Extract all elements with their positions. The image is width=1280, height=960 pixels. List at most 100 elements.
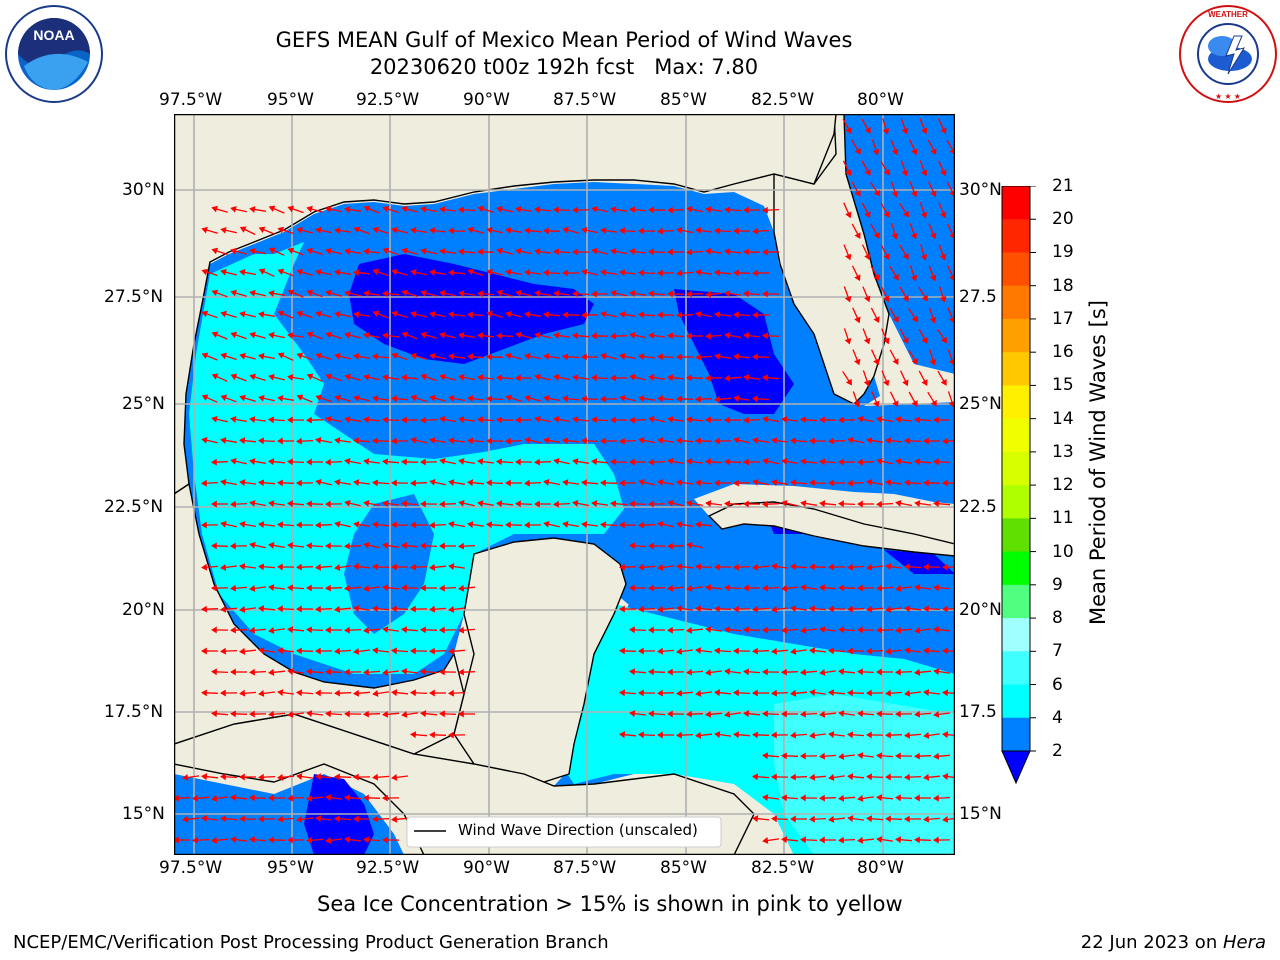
wind-wave-arrowhead: [220, 689, 226, 697]
wind-wave-arrowhead: [467, 353, 474, 361]
wind-wave-arrowhead: [828, 815, 835, 823]
wind-wave-arrowhead: [496, 205, 503, 213]
wind-wave-arrowhead: [695, 731, 702, 739]
wind-wave-arrowhead: [743, 248, 749, 256]
wind-wave-arrowhead: [581, 311, 587, 319]
wind-wave-arrowhead: [866, 563, 873, 571]
wind-wave-arrowhead: [892, 358, 899, 365]
wind-wave-arrowhead: [930, 399, 937, 407]
wind-wave-arrowhead: [239, 352, 246, 360]
wind-wave-arrowhead: [325, 500, 331, 508]
wind-wave-arrowhead: [534, 458, 540, 466]
wind-wave-arrowhead: [429, 478, 436, 486]
wind-wave-arrowhead: [448, 689, 454, 697]
wind-wave-arrowhead: [686, 248, 693, 256]
wind-wave-arrowhead: [781, 836, 788, 844]
wind-wave-arrowhead: [315, 478, 322, 486]
wind-wave-arrowhead: [854, 274, 861, 282]
wind-wave-arrowhead: [448, 227, 454, 235]
wind-wave-arrowhead: [201, 605, 207, 613]
wind-wave-arrowhead: [854, 316, 861, 324]
wind-wave-arrowhead: [864, 211, 871, 218]
wind-wave-arrowhead: [420, 542, 426, 550]
wind-wave-arrowhead: [828, 605, 834, 613]
wind-wave-arrowhead: [344, 584, 351, 592]
wind-wave-arrowhead: [885, 437, 892, 445]
wind-wave-arrowhead: [914, 794, 920, 802]
wind-wave-arrowhead: [439, 331, 446, 339]
wind-wave-arrowhead: [800, 416, 807, 424]
wind-wave-arrowhead: [828, 479, 834, 487]
wind-wave-arrowhead: [695, 647, 702, 655]
lon-label-bottom: 85°W: [660, 858, 707, 878]
wind-wave-arrowhead: [420, 584, 426, 592]
wind-wave-arrowhead: [543, 395, 550, 402]
wind-wave-arrowhead: [534, 248, 541, 255]
wind-wave-arrowhead: [572, 206, 578, 214]
wind-wave-arrowhead: [211, 836, 218, 844]
wind-wave-arrowhead: [752, 478, 759, 486]
wind-wave-arrowhead: [372, 815, 378, 823]
wind-wave-arrowhead: [911, 148, 918, 156]
wind-wave-arrowhead: [372, 268, 380, 276]
wind-wave-arrowhead: [562, 521, 569, 528]
wind-wave-arrowhead: [486, 226, 493, 234]
wind-wave-arrowhead: [667, 626, 673, 634]
wind-wave-arrowhead: [695, 269, 702, 276]
wind-wave-arrowhead: [477, 248, 483, 256]
wind-wave-arrowhead: [942, 479, 948, 487]
wind-wave-arrowhead: [752, 353, 758, 361]
wind-wave-arrowhead: [296, 647, 302, 655]
wind-wave-arrowhead: [629, 710, 636, 718]
wind-wave-arrowhead: [610, 289, 617, 297]
wind-wave-arrowhead: [344, 836, 351, 844]
wind-wave-arrowhead: [930, 190, 937, 198]
wind-wave-arrowhead: [401, 374, 408, 382]
wind-wave-arrowhead: [211, 205, 218, 213]
lat-label-right: 22.5: [959, 497, 997, 517]
wind-wave-arrowhead: [872, 148, 880, 156]
wind-wave-arrowhead: [296, 773, 303, 780]
wind-wave-arrowhead: [845, 378, 852, 386]
wind-wave-arrowhead: [344, 794, 351, 802]
wind-wave-arrowhead: [657, 520, 664, 528]
wind-wave-arrowhead: [648, 206, 654, 214]
wind-wave-arrowhead: [315, 815, 322, 823]
wind-wave-arrowhead: [467, 395, 474, 403]
wind-wave-arrowhead: [268, 289, 275, 297]
wind-wave-arrowhead: [876, 836, 883, 843]
wind-wave-arrowhead: [458, 248, 465, 256]
chart-subtitle: 20230620 t00z 192h fcst Max: 7.80: [369, 55, 759, 79]
wind-wave-arrowhead: [448, 353, 455, 360]
wind-wave-arrowhead: [648, 248, 655, 256]
wind-wave-arrowhead: [391, 479, 397, 487]
wind-wave-arrowhead: [629, 290, 636, 297]
wind-wave-arrowhead: [752, 395, 759, 403]
wind-wave-arrowhead: [391, 605, 397, 613]
wind-wave-arrowhead: [762, 290, 768, 298]
wind-wave-arrowhead: [429, 269, 436, 276]
wind-wave-arrowhead: [211, 668, 217, 676]
colorbar-tick-label: 19: [1052, 242, 1074, 263]
wind-wave-arrowhead: [467, 437, 474, 445]
wind-wave-arrowhead: [220, 520, 227, 528]
wind-wave-arrowhead: [382, 205, 390, 213]
wind-wave-arrowhead: [883, 337, 890, 345]
wind-wave-arrowhead: [325, 205, 332, 213]
wind-wave-arrowhead: [940, 169, 947, 177]
wind-wave-arrowhead: [344, 458, 351, 465]
wind-wave-arrowhead: [648, 710, 655, 718]
wind-wave-arrowhead: [296, 605, 302, 613]
lon-label-bottom: 92.5°W: [356, 858, 420, 878]
wind-wave-arrowhead: [296, 394, 304, 401]
colorbar-segment: [1002, 418, 1030, 453]
wind-wave-arrowhead: [838, 500, 844, 508]
wind-wave-arrowhead: [762, 416, 769, 423]
wind-wave-arrowhead: [790, 773, 796, 781]
wind-wave-arrowhead: [667, 668, 673, 676]
wind-wave-arrowhead: [515, 374, 521, 382]
wind-wave-arrowhead: [853, 358, 861, 366]
wind-wave-arrowhead: [923, 815, 930, 823]
wind-wave-arrowhead: [410, 647, 416, 655]
wind-wave-arrowhead: [277, 773, 284, 781]
